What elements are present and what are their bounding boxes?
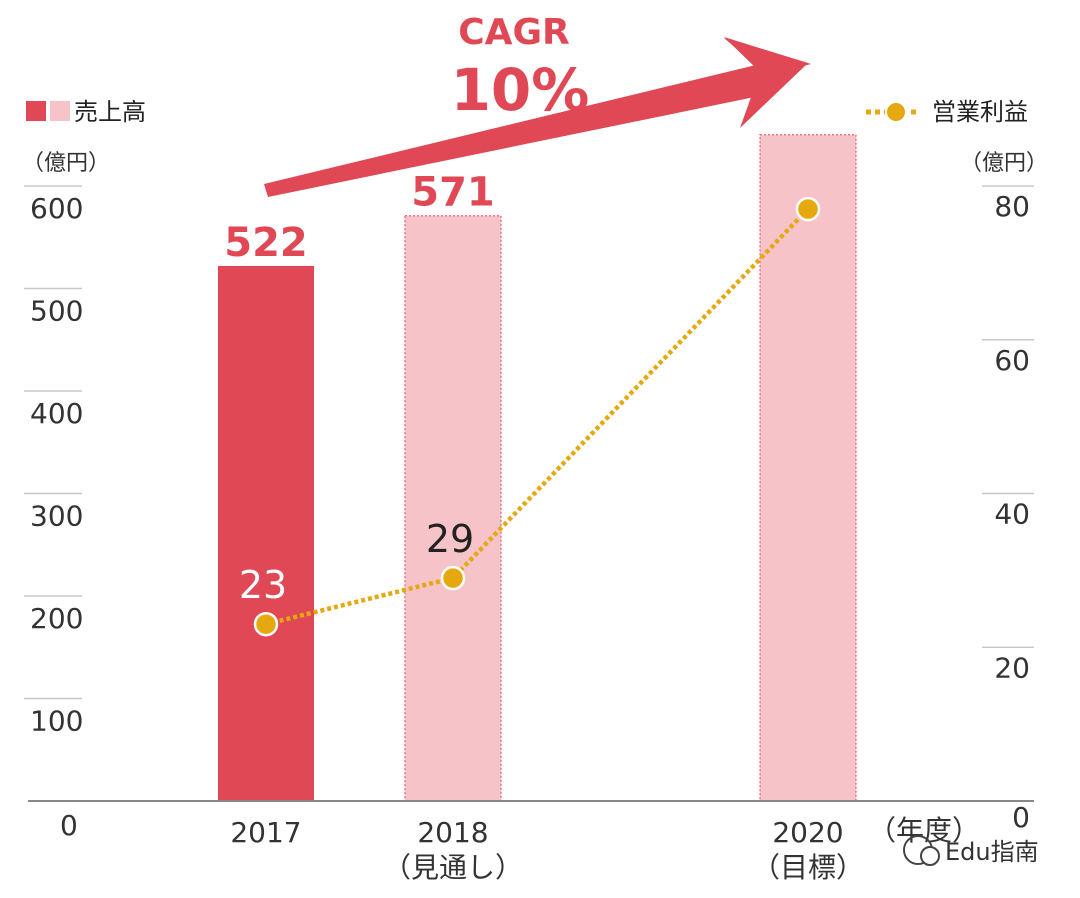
line-data-labels: 23 29: [239, 517, 474, 607]
left-tick-label-300: 300: [30, 500, 83, 533]
profit-label-2017: 23: [239, 563, 287, 607]
x-label-2017: 2017: [230, 816, 301, 849]
legend-sales-label: 売上高: [74, 98, 146, 126]
cagr-title: CAGR: [458, 12, 570, 53]
x-axis-labels: 2017 2018（見通し） 2020（目標）: [230, 816, 864, 884]
right-tick-label-40: 40: [994, 498, 1030, 531]
x-sublabel-2018: （見通し）: [383, 851, 523, 884]
cagr-value: 10%: [451, 56, 590, 124]
left-tick-label-600: 600: [30, 192, 83, 225]
legend-profit: 営業利益: [866, 98, 1028, 126]
left-tick-label-400: 400: [30, 397, 83, 430]
x-label-2020: 2020: [772, 816, 843, 849]
legend-profit-label: 営業利益: [932, 98, 1028, 126]
watermark-logo-icon-small: [920, 846, 940, 866]
right-tick-label-0: 0: [1012, 801, 1030, 834]
bar-2017: [218, 265, 314, 801]
bar-2020: [759, 134, 857, 802]
right-tick-label-20: 20: [994, 651, 1030, 684]
cagr-arrow-icon: [264, 38, 811, 197]
left-tick-label-100: 100: [30, 705, 83, 738]
bar-2018: [404, 214, 502, 802]
left-tick-label-500: 500: [30, 295, 83, 328]
legend-sales-swatch-actual: [26, 101, 46, 121]
bar-data-labels: 522 571: [224, 170, 495, 266]
watermark-text: Edu指南: [945, 838, 1039, 866]
left-axis-ticks: 0 100 200 300 400 500 600: [24, 185, 83, 842]
bar-label-2017: 522: [224, 220, 308, 266]
right-tick-label-80: 80: [994, 190, 1030, 223]
profit-line-path: [265, 207, 810, 627]
bar-series: [218, 134, 857, 802]
legend: 売上高 営業利益: [26, 98, 1028, 126]
line-series: [253, 196, 821, 637]
x-label-2018: 2018: [417, 816, 488, 849]
left-tick-label-0: 0: [60, 809, 78, 842]
right-axis-ticks: 0 20 40 60 80: [982, 185, 1034, 834]
cagr-annotation: CAGR 10%: [264, 12, 811, 197]
profit-point-2020: [795, 196, 821, 222]
profit-label-2018: 29: [426, 517, 474, 561]
right-tick-label-60: 60: [994, 344, 1030, 377]
profit-point-2018: [440, 565, 466, 591]
watermark: Edu指南: [903, 835, 1039, 866]
bar-label-2018: 571: [411, 170, 495, 216]
legend-sales-swatch-forecast: [50, 101, 70, 121]
left-axis-unit: （億円）: [22, 151, 110, 176]
profit-point-2017: [253, 611, 279, 637]
cagr-arrow-head: [724, 37, 808, 128]
legend-profit-marker: [885, 101, 907, 123]
legend-sales: 売上高: [26, 98, 146, 126]
left-tick-label-200: 200: [30, 602, 83, 635]
right-axis-unit: （億円）: [960, 151, 1048, 176]
x-axis-unit: （年度）: [868, 814, 980, 847]
x-sublabel-2020: （目標）: [752, 851, 864, 884]
